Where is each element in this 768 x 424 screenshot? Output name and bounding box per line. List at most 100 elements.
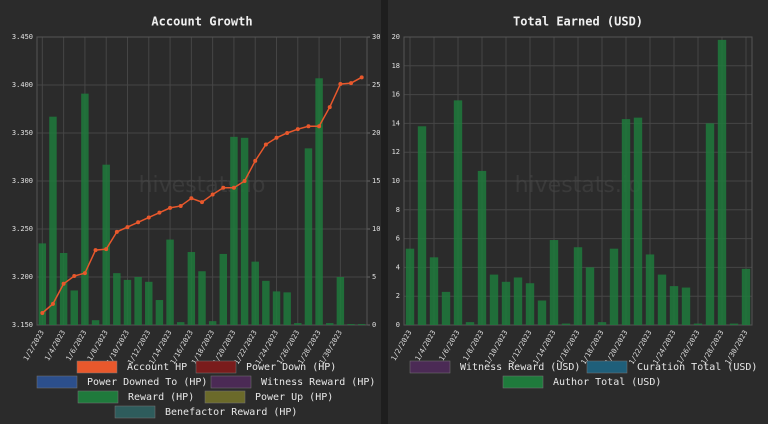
legend-swatch[interactable]	[502, 375, 544, 389]
bar	[187, 252, 196, 325]
bar	[91, 320, 100, 325]
bar	[166, 239, 174, 325]
y-tick-label: 20	[392, 33, 400, 41]
point	[168, 205, 173, 210]
bar	[501, 281, 511, 325]
point	[242, 179, 247, 183]
bar	[621, 119, 631, 325]
y2-tick-label: 25	[372, 81, 380, 89]
y-tick-label: 3.200	[12, 273, 33, 281]
point	[104, 247, 109, 252]
bar	[208, 321, 217, 325]
bar	[573, 247, 583, 325]
y-tick-label: 3.350	[12, 129, 33, 137]
y-tick-label: 8	[396, 206, 400, 214]
y-tick-label: 0	[396, 321, 400, 329]
point	[253, 158, 258, 163]
bar	[315, 78, 323, 325]
bar	[705, 123, 715, 326]
bar	[741, 268, 751, 325]
bar	[441, 291, 451, 325]
legend-swatch[interactable]	[77, 390, 119, 404]
legend-swatch[interactable]	[210, 375, 252, 389]
y-tick-label: 4	[396, 263, 400, 271]
bar	[405, 248, 415, 325]
bar	[717, 39, 727, 325]
point	[210, 192, 215, 197]
bar	[272, 291, 281, 325]
bar	[561, 323, 571, 325]
bar	[609, 248, 619, 325]
y-tick-label: 3.250	[12, 225, 33, 233]
point	[125, 225, 130, 230]
y-tick-label: 16	[392, 91, 400, 99]
bar	[294, 323, 302, 325]
point	[317, 124, 322, 129]
bar	[549, 240, 559, 325]
y-tick-label: 14	[392, 119, 400, 127]
bar	[477, 170, 487, 325]
bar	[669, 286, 679, 325]
legend-swatch[interactable]	[409, 360, 451, 374]
legend-label: Account HP	[127, 362, 187, 373]
bar	[729, 323, 739, 325]
bar	[489, 274, 499, 325]
bar	[262, 280, 270, 325]
bar	[123, 279, 132, 325]
legend-swatch[interactable]	[36, 375, 78, 389]
legend-label: Benefactor Reward (HP)	[165, 407, 297, 418]
bar	[81, 93, 89, 325]
point	[40, 311, 45, 315]
y-tick-label: 10	[392, 177, 400, 185]
point	[349, 81, 354, 86]
bar	[657, 274, 667, 325]
bar	[347, 324, 355, 325]
bar	[513, 277, 523, 325]
legend-swatch[interactable]	[586, 360, 628, 374]
point	[295, 127, 300, 132]
bar	[537, 300, 547, 325]
point	[263, 142, 268, 147]
legend-swatch[interactable]	[195, 360, 237, 374]
legend-swatch[interactable]	[76, 360, 118, 374]
bar	[453, 100, 463, 325]
point	[221, 185, 226, 190]
y2-tick-label: 15	[372, 177, 380, 185]
point	[72, 274, 77, 279]
point	[82, 271, 87, 276]
legend-label: Power Down (HP)	[246, 362, 336, 373]
y-tick-label: 18	[392, 62, 400, 70]
bar	[357, 324, 366, 325]
point	[50, 301, 55, 306]
y-tick-label: 6	[396, 235, 400, 243]
point	[93, 248, 98, 253]
bar	[102, 164, 110, 325]
point	[200, 200, 204, 205]
y-tick-label: 2	[396, 292, 400, 300]
bar	[429, 257, 439, 325]
legend-swatch[interactable]	[204, 390, 246, 404]
y-tick-label: 3.450	[12, 33, 33, 41]
y-tick-label: 3.300	[12, 177, 33, 185]
bar	[49, 116, 57, 326]
bar	[145, 281, 153, 325]
legend-swatch[interactable]	[114, 405, 156, 419]
bar	[633, 117, 643, 325]
bar	[251, 261, 259, 325]
bar	[155, 300, 164, 325]
legend-label: Witness Reward (HP)	[261, 377, 375, 388]
legend-label: Reward (HP)	[128, 392, 194, 403]
bar	[417, 126, 427, 325]
bar	[198, 271, 206, 325]
point	[338, 82, 343, 87]
bar	[70, 290, 78, 325]
chart-title: Account Growth	[151, 15, 252, 29]
bar	[134, 277, 142, 325]
bar	[59, 253, 68, 325]
y-tick-label: 3.150	[12, 321, 33, 329]
point	[327, 105, 332, 110]
bar	[585, 267, 595, 325]
legend-label: Curation Total (USD)	[637, 362, 757, 373]
bar	[240, 137, 249, 325]
